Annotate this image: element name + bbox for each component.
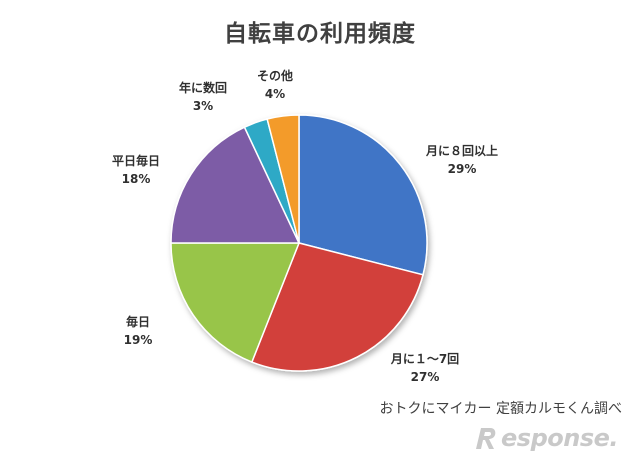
slice-percent-label: 3%: [193, 99, 213, 113]
watermark-logo: esponse.: [473, 424, 619, 452]
slice-percent-label: 27%: [411, 370, 440, 384]
slice-label: 年に数回: [179, 80, 227, 95]
chart-title: 自転車の利用頻度: [224, 21, 416, 47]
watermark-text: esponse.: [501, 424, 619, 452]
slice-label: その他: [257, 68, 293, 83]
pie-slice: [266, 114, 300, 244]
slice-percent-label: 29%: [448, 162, 477, 176]
pie-slice: [250, 242, 424, 372]
slice-percent-label: 4%: [265, 87, 285, 101]
slice-percent-label: 18%: [122, 172, 151, 186]
slice-label: 毎日: [126, 314, 150, 329]
slice-percent-label: 19%: [124, 333, 153, 347]
pie-slice: [298, 114, 428, 276]
slice-label: 平日毎日: [112, 153, 160, 168]
slice-label: 月に８回以上: [425, 143, 498, 158]
pie-slice: [170, 126, 301, 244]
response-r-logo-icon: [476, 428, 496, 449]
slice-label: 月に１～7回: [390, 352, 459, 366]
pie-slice: [170, 242, 301, 363]
source-note: おトクにマイカー 定額カルモくん調べ: [379, 401, 622, 417]
